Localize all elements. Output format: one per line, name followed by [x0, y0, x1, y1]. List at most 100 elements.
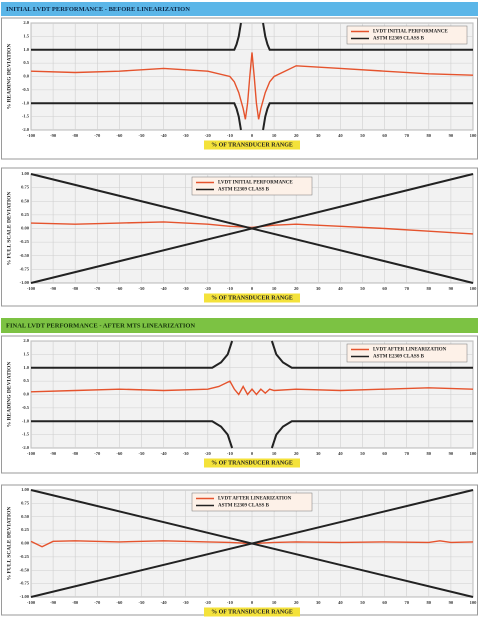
y-tick-label: -0.75 — [20, 581, 30, 586]
x-tick-label: 30 — [316, 451, 321, 456]
y-tick-label: -0.5 — [22, 405, 30, 410]
section-title: FINAL LVDT PERFORMANCE - AFTER MTS LINEA… — [6, 322, 195, 329]
y-tick-label: 0.00 — [21, 541, 30, 546]
x-tick-label: 80 — [427, 451, 432, 456]
x-tick-label: -90 — [50, 286, 57, 291]
x-tick-label: 50 — [360, 286, 365, 291]
x-axis-label: % OF TRANSDUCER RANGE — [211, 142, 293, 148]
y-tick-label: 0.5 — [23, 60, 29, 65]
y-tick-label: 2.0 — [23, 20, 29, 25]
x-tick-label: 70 — [404, 451, 409, 456]
y-axis-label: % FULL SCALE DEVIATION — [6, 507, 12, 581]
series-line — [30, 52, 474, 120]
x-tick-label: 60 — [382, 286, 387, 291]
y-tick-label: 1.0 — [23, 47, 29, 52]
x-tick-label: 30 — [316, 600, 321, 605]
x-tick-label: 10 — [272, 451, 277, 456]
x-axis-label-box — [204, 293, 300, 303]
x-tick-label: 40 — [338, 600, 343, 605]
x-tick-label: 20 — [294, 133, 299, 138]
x-tick-label: -40 — [161, 600, 168, 605]
x-tick-label: 40 — [338, 286, 343, 291]
series-line — [30, 221, 474, 235]
legend-label: LVDT AFTER LINEARIZATION — [373, 348, 447, 353]
x-tick-label: 90 — [449, 286, 454, 291]
x-tick-label: 10 — [272, 133, 277, 138]
y-tick-label: -0.50 — [20, 253, 30, 258]
x-tick-label: 40 — [338, 133, 343, 138]
x-tick-label: -40 — [161, 451, 168, 456]
x-axis-label-box — [204, 140, 300, 150]
legend-label: LVDT INITIAL PERFORMANCE — [373, 30, 448, 35]
x-tick-label: -90 — [50, 133, 57, 138]
x-tick-label: -20 — [205, 600, 212, 605]
x-tick-label: 0 — [251, 600, 254, 605]
x-tick-label: -40 — [161, 133, 168, 138]
x-tick-label: 40 — [338, 451, 343, 456]
x-axis-label: % OF TRANSDUCER RANGE — [211, 460, 293, 466]
y-tick-label: -1.00 — [20, 594, 30, 599]
x-tick-label: -10 — [227, 600, 234, 605]
legend-box — [191, 492, 313, 512]
x-tick-label: -20 — [205, 451, 212, 456]
y-axis-label: % FULL SCALE DEVIATION — [6, 192, 12, 266]
y-tick-label: 1.00 — [21, 171, 30, 176]
x-tick-label: 80 — [427, 286, 432, 291]
y-tick-label: 0.25 — [21, 212, 30, 217]
legend-label: ASTM E2309 CLASS B — [218, 188, 270, 193]
x-tick-label: -30 — [183, 600, 190, 605]
x-tick-label: -70 — [94, 600, 101, 605]
x-tick-label: -80 — [72, 600, 79, 605]
y-tick-label: -0.75 — [20, 266, 30, 271]
x-tick-label: -30 — [183, 133, 190, 138]
x-tick-label: -10 — [227, 133, 234, 138]
section-header-bar — [1, 2, 478, 16]
x-tick-label: 50 — [360, 600, 365, 605]
x-tick-label: 50 — [360, 133, 365, 138]
y-tick-label: -1.0 — [22, 418, 30, 423]
x-tick-label: -70 — [94, 286, 101, 291]
y-tick-label: -2.0 — [22, 445, 30, 450]
x-tick-label: 60 — [382, 133, 387, 138]
x-tick-label: -100 — [27, 133, 36, 138]
x-tick-label: -60 — [116, 286, 123, 291]
x-tick-label: -10 — [227, 451, 234, 456]
y-tick-label: 0.0 — [23, 74, 29, 79]
x-tick-label: 10 — [272, 286, 277, 291]
y-tick-label: 1.5 — [23, 351, 29, 356]
x-tick-label: -90 — [50, 451, 57, 456]
y-tick-label: -0.25 — [20, 239, 30, 244]
x-tick-label: -20 — [205, 133, 212, 138]
legend-box — [191, 176, 313, 196]
y-tick-label: -0.5 — [22, 87, 30, 92]
y-tick-label: -1.5 — [22, 114, 30, 119]
x-tick-label: 30 — [316, 133, 321, 138]
x-tick-label: 0 — [251, 286, 254, 291]
legend-box — [346, 343, 468, 363]
x-tick-label: -40 — [161, 286, 168, 291]
y-tick-label: -0.50 — [20, 567, 30, 572]
x-tick-label: 90 — [449, 600, 454, 605]
series-line — [31, 340, 473, 449]
x-tick-label: 0 — [251, 133, 254, 138]
x-tick-label: -60 — [116, 133, 123, 138]
legend-label: ASTM E2309 CLASS B — [373, 37, 425, 42]
x-tick-label: -90 — [50, 600, 57, 605]
x-tick-label: -100 — [27, 451, 36, 456]
y-tick-label: 1.0 — [23, 365, 29, 370]
x-axis-label-box — [204, 607, 300, 617]
x-axis-label: % OF TRANSDUCER RANGE — [211, 295, 293, 301]
y-tick-label: 0.75 — [21, 500, 30, 505]
y-tick-label: -1.5 — [22, 432, 30, 437]
y-tick-label: 2.0 — [23, 338, 29, 343]
x-tick-label: 20 — [294, 600, 299, 605]
legend-label: ASTM E2309 CLASS B — [218, 504, 270, 509]
x-tick-label: -100 — [27, 286, 36, 291]
y-tick-label: 0.75 — [21, 185, 30, 190]
y-tick-label: 1.00 — [21, 487, 30, 492]
x-axis-label-box — [204, 458, 300, 468]
y-tick-label: 0.00 — [21, 226, 30, 231]
y-tick-label: -2.0 — [22, 127, 30, 132]
